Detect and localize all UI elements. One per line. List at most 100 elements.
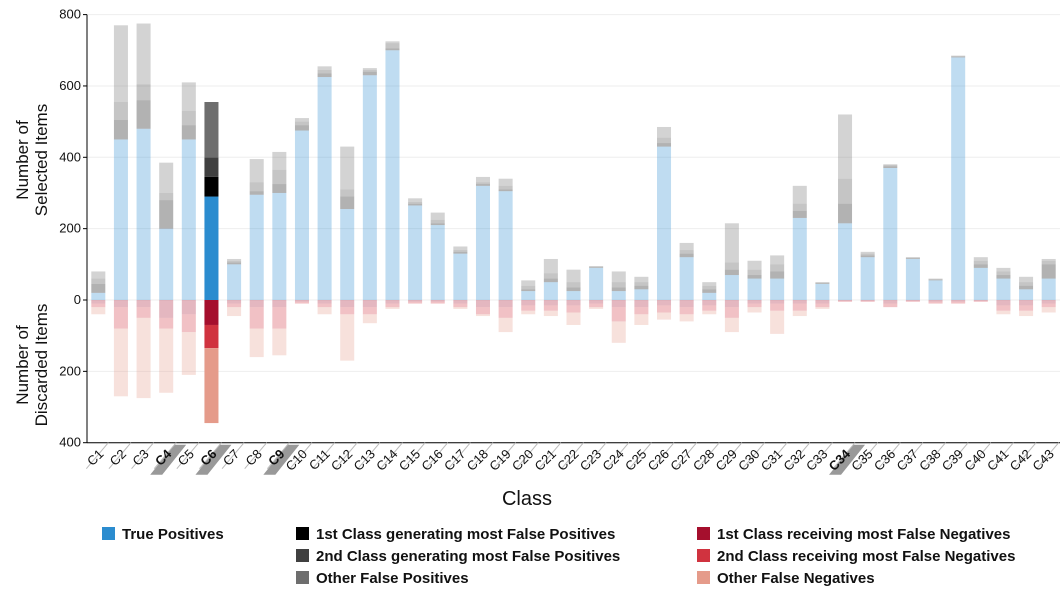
- bar-segment: [272, 307, 286, 328]
- bar-segment: [883, 300, 897, 304]
- bar-segment: [929, 280, 943, 281]
- bar-segment: [499, 307, 513, 318]
- bar-segment: [204, 197, 218, 300]
- bar-segment: [114, 329, 128, 397]
- bar-segment: [838, 114, 852, 178]
- bar-segment: [861, 254, 875, 256]
- bar-segment: [770, 311, 784, 334]
- bar-segment: [182, 82, 196, 111]
- bar-segment: [1042, 279, 1056, 300]
- bar-segment: [159, 200, 173, 229]
- bar-segment: [612, 321, 626, 342]
- bar-segment: [453, 246, 467, 250]
- bar-segment: [204, 102, 218, 157]
- bar-segment: [137, 100, 151, 129]
- bar-segment: [815, 304, 829, 308]
- bar-segment: [861, 255, 875, 257]
- bar-segment: [657, 127, 671, 138]
- bar-segment: [521, 300, 535, 305]
- bar-segment: [906, 258, 920, 259]
- bar-segment: [476, 184, 490, 186]
- bar-segment: [996, 279, 1010, 300]
- bar-segment: [1042, 300, 1056, 304]
- bar-segment: [431, 220, 445, 224]
- bar-segment: [566, 270, 580, 282]
- bar-segment: [748, 279, 762, 300]
- bar-segment: [748, 307, 762, 312]
- bar-segment: [657, 305, 671, 312]
- bar-segment: [589, 307, 603, 309]
- legend-label: 1st Class receiving most False Negatives: [717, 526, 1010, 543]
- bar-segment: [521, 291, 535, 300]
- bar-segment: [431, 223, 445, 225]
- bar-segment: [114, 25, 128, 102]
- bar-segment: [431, 302, 445, 304]
- bar-segment: [431, 225, 445, 300]
- bar-segment: [1042, 264, 1056, 278]
- bar-segment: [272, 300, 286, 307]
- bar-segment: [340, 189, 354, 196]
- bar-segment: [838, 204, 852, 224]
- bar-segment: [1019, 300, 1033, 305]
- bar-segment: [318, 66, 332, 70]
- bar-segment: [295, 302, 309, 304]
- bar-segment: [272, 152, 286, 170]
- y-tick-label: 400: [59, 149, 81, 164]
- bar-segment: [951, 300, 965, 302]
- y-axis-label-line: Selected Items: [32, 104, 51, 216]
- bar-segment: [725, 318, 739, 332]
- bar-segment: [363, 70, 377, 72]
- bar-segment: [1019, 289, 1033, 300]
- bar-segment: [544, 311, 558, 316]
- bar-segment: [159, 163, 173, 193]
- bar-segment: [566, 305, 580, 312]
- bar-segment: [272, 329, 286, 356]
- bar-segment: [770, 300, 784, 304]
- bar-segment: [793, 204, 807, 211]
- bar-segment: [250, 195, 264, 300]
- bar-segment: [182, 139, 196, 300]
- bar-segment: [318, 70, 332, 74]
- y-tick-label: 400: [59, 435, 81, 450]
- bar-segment: [408, 204, 422, 206]
- bar-segment: [476, 314, 490, 316]
- bar-segment: [204, 325, 218, 348]
- legend-label: 2nd Class receiving most False Negatives: [717, 548, 1015, 565]
- bar-segment: [91, 307, 105, 314]
- bar-segment: [838, 223, 852, 300]
- bar-segment: [385, 50, 399, 300]
- bar-segment: [182, 332, 196, 375]
- bar-segment: [272, 170, 286, 184]
- bar-segment: [318, 73, 332, 77]
- y-tick-label: 200: [59, 221, 81, 236]
- bar-segment: [521, 280, 535, 285]
- bar-segment: [476, 177, 490, 182]
- bar-segment: [182, 111, 196, 125]
- bar-segment: [476, 182, 490, 184]
- bar-segment: [906, 258, 920, 259]
- bar-segment: [137, 318, 151, 398]
- bar-segment: [634, 277, 648, 282]
- bar-segment: [996, 271, 1010, 275]
- bar-segment: [634, 289, 648, 300]
- bar-segment: [385, 41, 399, 43]
- bar-segment: [318, 300, 332, 304]
- bar-segment: [815, 283, 829, 284]
- legend-swatch: [102, 527, 115, 540]
- bar-segment: [680, 257, 694, 300]
- bar-segment: [815, 283, 829, 284]
- bar-segment: [725, 307, 739, 318]
- legend-label: Other False Negatives: [717, 570, 875, 587]
- bar-segment: [1042, 261, 1056, 265]
- bar-segment: [272, 184, 286, 193]
- legend-label: True Positives: [122, 526, 224, 543]
- bar-segment: [159, 300, 173, 318]
- bar-segment: [159, 229, 173, 300]
- bar-segment: [838, 179, 852, 204]
- bar-segment: [634, 314, 648, 325]
- bar-segment: [137, 129, 151, 300]
- bar-segment: [1042, 259, 1056, 261]
- bar-segment: [114, 300, 128, 307]
- bar-segment: [996, 305, 1010, 310]
- bar-segment: [634, 307, 648, 314]
